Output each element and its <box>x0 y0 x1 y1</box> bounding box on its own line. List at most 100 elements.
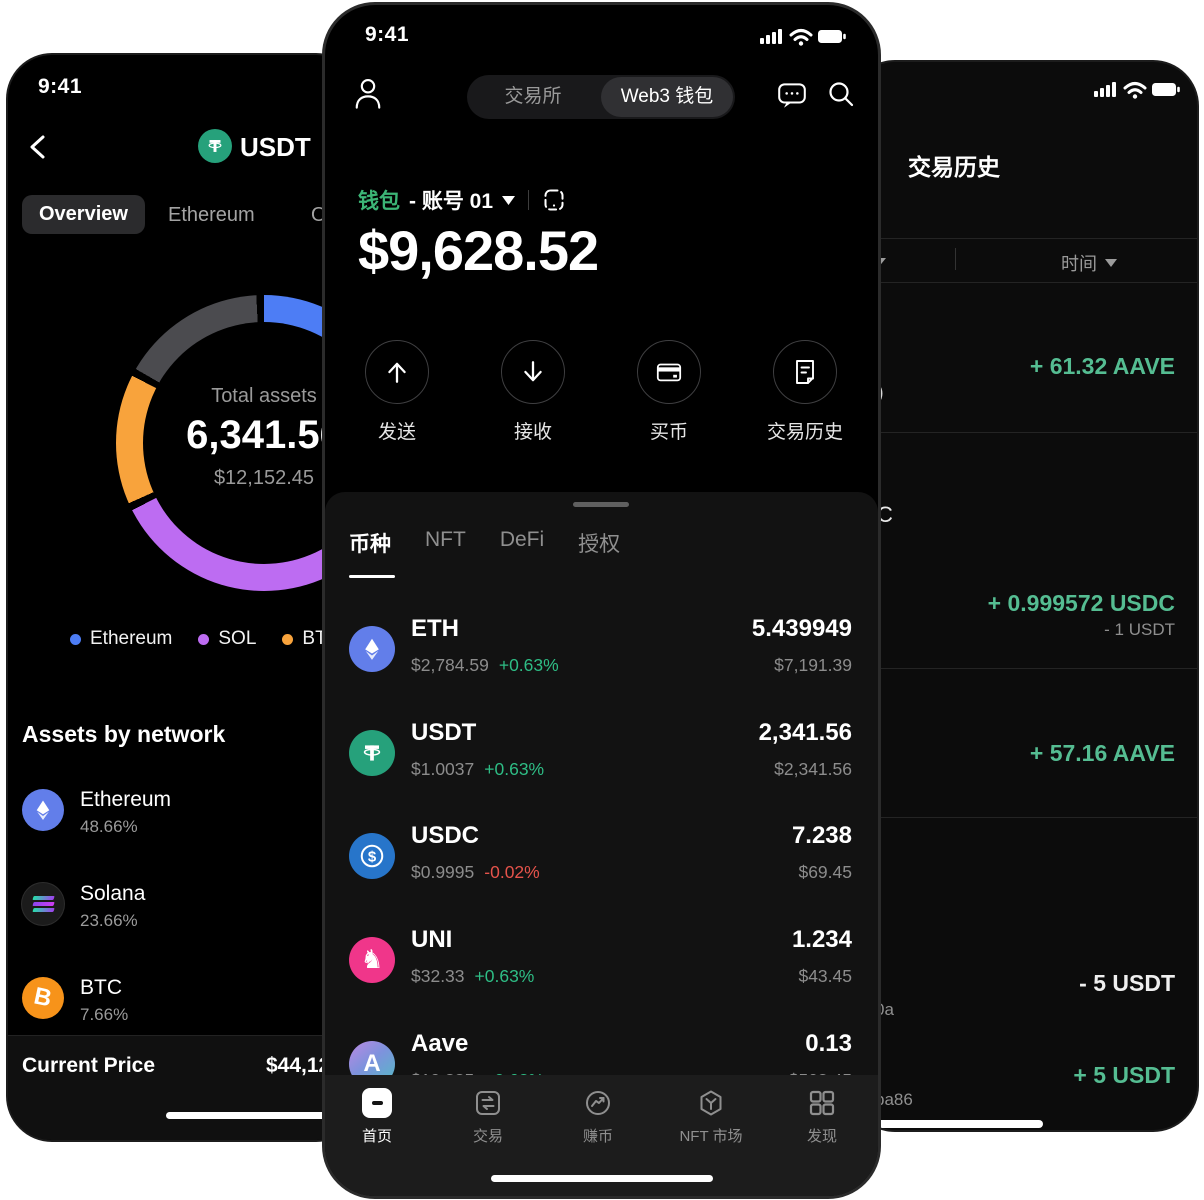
transaction-amount[interactable]: - 5 USDT <box>1079 970 1175 996</box>
tab-earn[interactable]: 赚币 <box>543 1087 653 1146</box>
tab-ethereum[interactable]: Ethereum <box>168 204 255 226</box>
bitcoin-icon: B <box>22 977 64 1019</box>
current-price-label: Current Price <box>22 1054 156 1077</box>
receive-button[interactable] <box>501 340 565 404</box>
transaction-partial-title: C <box>877 502 893 527</box>
donut-center-usd: $12,152.45 <box>213 467 315 489</box>
tab-overview[interactable]: Overview <box>22 195 145 234</box>
uni-icon: ♞ <box>349 937 395 983</box>
total-balance: $9,628.52 <box>358 219 599 282</box>
segment-exchange[interactable]: 交易所 <box>504 86 562 107</box>
status-icons <box>1094 82 1180 99</box>
status-time: 9:41 <box>38 75 83 98</box>
left-phone: 9:41 USDT Overview Ethereum O Total asse… <box>8 55 360 1140</box>
history-button[interactable] <box>773 340 837 404</box>
chevron-down-icon <box>1105 259 1117 267</box>
current-price-value: $44,12 <box>266 1054 331 1077</box>
drag-handle[interactable] <box>573 502 629 507</box>
current-price-card: Current Price $44,12 <box>8 1035 360 1140</box>
page-title: USDT <box>240 132 311 162</box>
tab-nft[interactable]: NFT <box>425 528 466 551</box>
network-row-ethereum[interactable]: Ethereum 48.66% <box>8 783 360 863</box>
earn-icon <box>543 1087 653 1119</box>
segmented-control: 交易所 Web3 钱包 <box>467 75 735 119</box>
home-indicator <box>877 1120 1043 1128</box>
donut-legend: Ethereum SOL BTC <box>70 628 340 650</box>
buy-label: 买币 <box>649 422 688 443</box>
tab-nft-market[interactable]: NFT 市场 <box>656 1087 766 1146</box>
tab-partial[interactable]: O <box>311 204 327 226</box>
status-time: 9:41 <box>365 23 410 46</box>
tab-defi[interactable]: DeFi <box>499 528 545 551</box>
divider <box>528 190 530 210</box>
active-tab-underline <box>349 575 395 578</box>
search-icon <box>829 82 854 107</box>
transaction-partial-text: ) <box>877 382 884 404</box>
trade-icon <box>433 1087 543 1119</box>
legend-item-ethereum: Ethereum <box>70 628 172 650</box>
eth-icon <box>349 626 395 672</box>
discover-icon <box>767 1087 877 1119</box>
status-icons <box>760 29 846 46</box>
chat-icon <box>778 83 806 108</box>
tab-trade[interactable]: 交易 <box>433 1087 543 1146</box>
search-button[interactable] <box>826 79 856 109</box>
chevron-down-icon <box>502 195 516 205</box>
tab-coins[interactable]: 币种 <box>349 533 391 556</box>
network-row-btc[interactable]: B BTC 7.66% <box>8 971 360 1051</box>
transaction-address-partial: 0a <box>875 1000 894 1019</box>
send-button[interactable] <box>365 340 429 404</box>
legend-item-sol: SOL <box>198 628 256 650</box>
account-selector[interactable]: 钱包 - 账号 01 <box>358 185 566 215</box>
arrow-down-icon <box>524 361 542 382</box>
sort-by-time[interactable]: 时间 <box>1061 250 1117 276</box>
token-row-usdc[interactable]: $ USDC $0.9995 -0.02% 7.238 $69.45 <box>325 805 878 908</box>
transaction-address-partial: ba86 <box>875 1090 913 1109</box>
token-row-usdt[interactable]: USDT $1.0037 +0.63% 2,341.56 $2,341.56 <box>325 702 878 805</box>
home-icon <box>325 1087 432 1119</box>
network-row-solana[interactable]: Solana 23.66% <box>8 877 360 957</box>
ethereum-icon <box>22 789 64 831</box>
profile-button[interactable] <box>351 75 385 111</box>
receipt-icon <box>796 360 814 384</box>
section-heading: Assets by network <box>22 721 226 747</box>
transaction-amount[interactable]: + 5 USDT <box>1073 1062 1175 1088</box>
token-row-eth[interactable]: ETH $2,784.59 +0.63% 5.439949 $7,191.39 <box>325 598 878 701</box>
transaction-amount[interactable]: + 0.999572 USDC <box>987 590 1175 616</box>
buy-crypto-button[interactable] <box>637 340 701 404</box>
home-indicator <box>166 1112 360 1119</box>
scan-icon[interactable] <box>542 187 566 213</box>
legend-dot <box>282 633 294 645</box>
bank-card-icon <box>656 363 682 382</box>
right-phone: 交易历史 时间 + 61.32 AAVE ) C + 0.999572 USDC… <box>851 62 1197 1130</box>
chat-button[interactable] <box>776 79 808 111</box>
legend-dot <box>70 633 81 645</box>
transaction-amount[interactable]: + 61.32 AAVE <box>1029 353 1175 379</box>
donut-center-label: Total assets <box>211 385 317 407</box>
segment-web3-wallet[interactable]: Web3 钱包 <box>601 77 733 117</box>
solana-icon <box>22 883 64 925</box>
page-title: 交易历史 <box>908 154 1000 180</box>
assets-donut-chart <box>116 295 360 591</box>
sheet-tabs: 币种 NFT DeFi 授权 <box>349 528 620 558</box>
tab-approvals[interactable]: 授权 <box>578 533 621 556</box>
usdt-icon <box>349 730 395 776</box>
wallet-label: 钱包 <box>358 190 400 213</box>
token-row-uni[interactable]: ♞ UNI $32.33 +0.63% 1.234 $43.45 <box>325 909 878 1012</box>
filter-divider <box>955 248 956 270</box>
back-button[interactable] <box>26 133 52 161</box>
history-label: 交易历史 <box>766 422 843 443</box>
legend-dot <box>198 633 210 645</box>
usdc-icon: $ <box>349 833 395 879</box>
tether-icon <box>198 129 232 163</box>
tab-home[interactable]: 首页 <box>325 1087 432 1146</box>
tab-discover[interactable]: 发现 <box>767 1087 877 1146</box>
transaction-sub-amount: - 1 USDT <box>1104 620 1175 639</box>
transaction-amount[interactable]: + 57.16 AAVE <box>1029 740 1175 766</box>
receive-label: 接收 <box>513 422 552 443</box>
arrow-up-icon <box>388 362 406 383</box>
send-label: 发送 <box>377 422 416 443</box>
account-label: - 账号 01 <box>409 190 494 213</box>
donut-center-value: 6,341.56 <box>186 413 342 457</box>
person-icon <box>355 78 381 109</box>
